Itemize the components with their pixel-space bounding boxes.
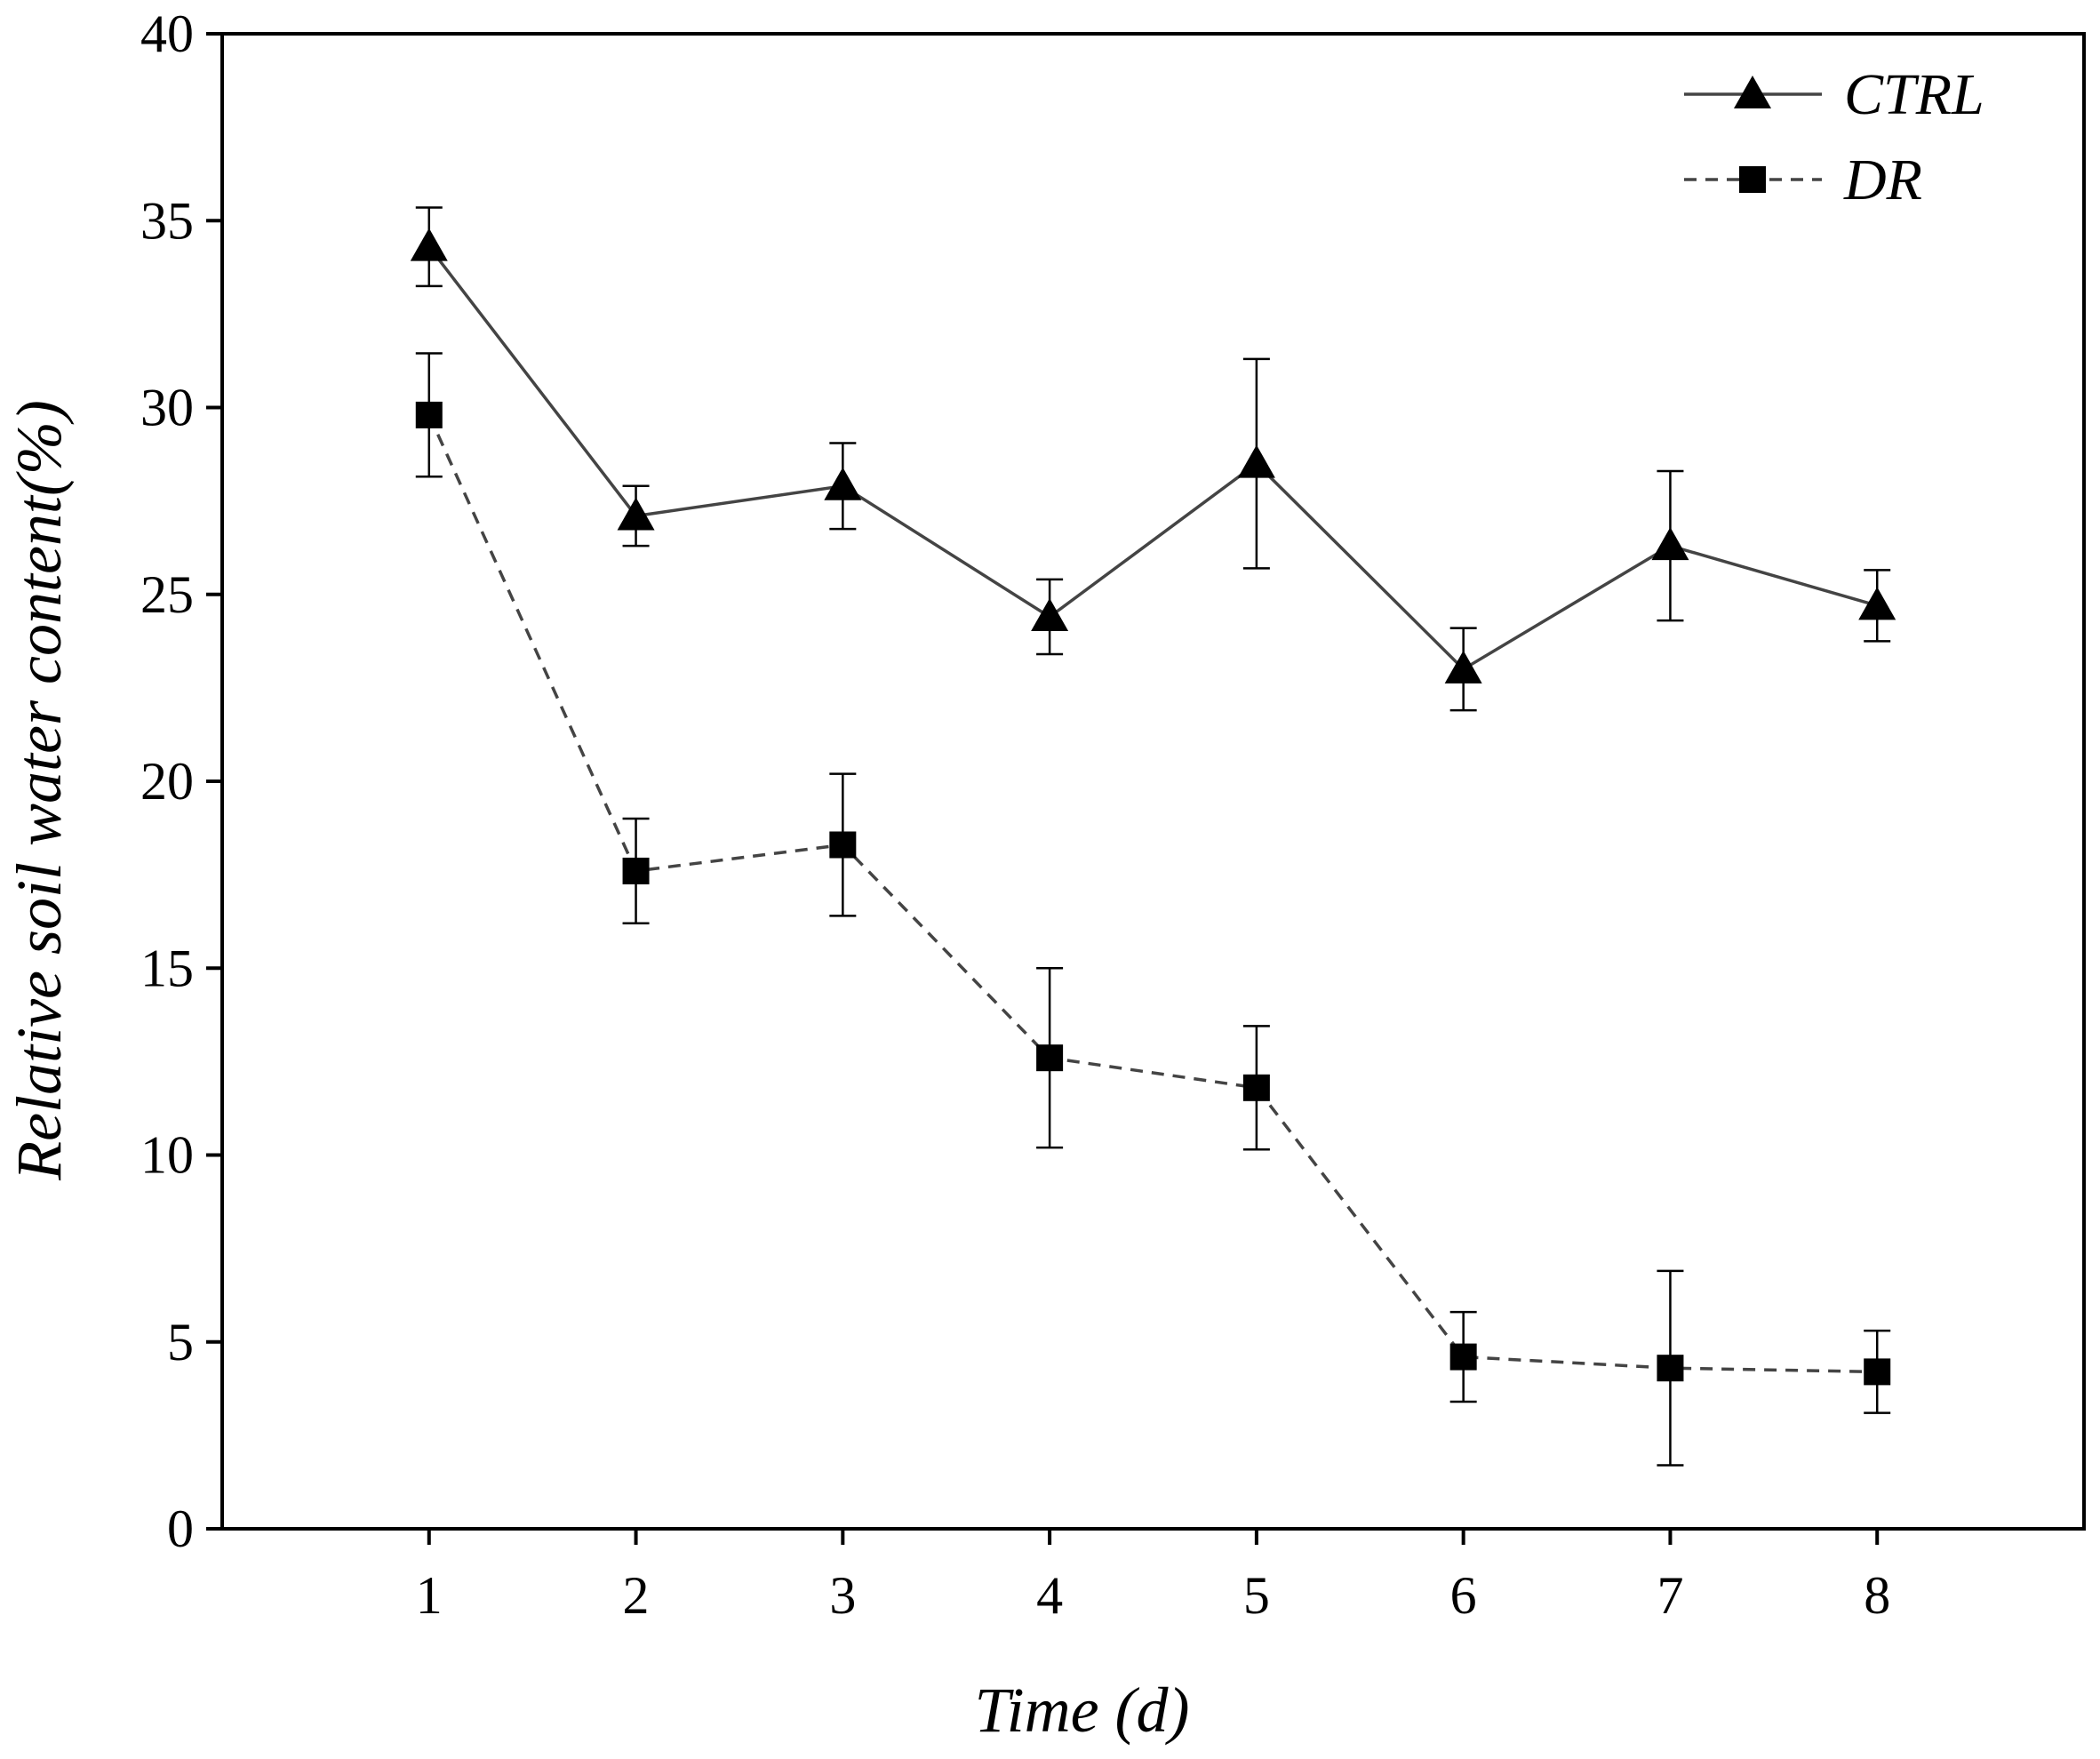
y-tick-label: 15 (140, 939, 194, 997)
y-tick-label: 30 (140, 379, 194, 437)
ctrl-point (1444, 650, 1482, 684)
x-tick-label: 5 (1243, 1566, 1270, 1625)
ctrl-point (824, 467, 862, 500)
series-ctrl (410, 206, 1896, 712)
y-tick-label: 25 (140, 565, 194, 624)
y-tick-label: 40 (140, 4, 194, 63)
dr-point (829, 831, 857, 859)
x-tick-label: 4 (1036, 1566, 1063, 1625)
dr-point (1449, 1343, 1477, 1371)
dr-point (1864, 1358, 1891, 1386)
y-tick-label: 10 (140, 1126, 194, 1185)
dr-point (622, 857, 650, 884)
legend-label-dr: DR (1843, 148, 1922, 212)
dr-point (1036, 1044, 1064, 1072)
y-tick-label: 20 (140, 752, 194, 811)
ctrl-point (410, 228, 448, 261)
ctrl-point (1031, 597, 1069, 631)
y-tick-label: 5 (167, 1313, 194, 1371)
y-tick-label: 35 (140, 191, 194, 250)
x-tick-label: 7 (1657, 1566, 1683, 1625)
axis-layer: 0 5 10 15 20 25 30 35 40 1 2 3 4 5 6 7 8 (140, 4, 1890, 1625)
x-tick-label: 2 (623, 1566, 650, 1625)
legend-marker-dr (1739, 166, 1766, 193)
x-tick-label: 1 (416, 1566, 443, 1625)
ctrl-point (1651, 527, 1689, 561)
ctrl-point (1858, 587, 1896, 620)
x-tick-label: 6 (1450, 1566, 1477, 1625)
dr-point (1242, 1074, 1270, 1101)
legend-item-dr: DR (1684, 148, 1922, 212)
x-tick-label: 8 (1864, 1566, 1890, 1625)
legend-marker-ctrl (1734, 76, 1771, 108)
x-tick-label: 3 (829, 1566, 856, 1625)
dr-point (1657, 1355, 1684, 1382)
dr-point (415, 401, 443, 428)
dr-line (427, 414, 1878, 1374)
ctrl-line (427, 245, 1878, 672)
ctrl-point (617, 497, 655, 531)
y-tick-label: 0 (167, 1499, 194, 1558)
legend-label-ctrl: CTRL (1844, 62, 1984, 127)
x-axis-title: Time (d) (975, 1675, 1190, 1746)
series-dr (415, 352, 1891, 1467)
legend: CTRL DR (1684, 62, 1984, 212)
legend-item-ctrl: CTRL (1684, 62, 1984, 127)
y-axis-title: Relative soil water content(%) (4, 400, 75, 1181)
series-layer (410, 206, 1896, 1467)
ctrl-point (1237, 444, 1275, 478)
